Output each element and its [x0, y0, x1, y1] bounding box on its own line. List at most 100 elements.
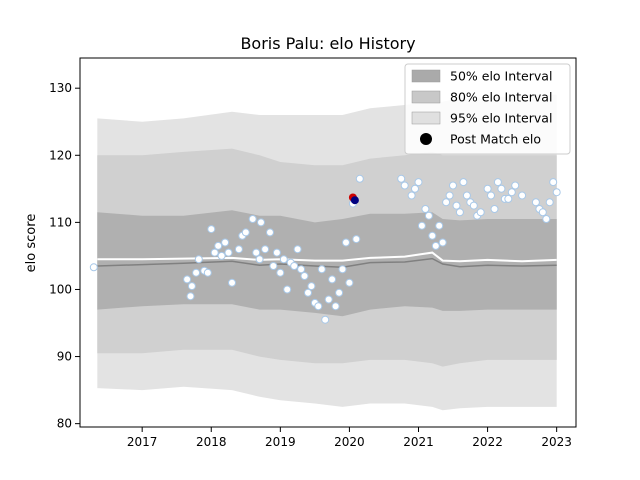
post-match-point — [324, 295, 333, 304]
post-match-point — [407, 191, 416, 200]
post-match-point — [421, 205, 430, 213]
post-match-point — [469, 201, 478, 210]
post-match-point — [345, 278, 354, 287]
post-match-point — [455, 208, 464, 217]
x-tick-label: 2023 — [541, 435, 572, 449]
upper-elo-line — [97, 251, 557, 263]
post-match-point — [490, 205, 499, 213]
post-match-point — [428, 231, 437, 240]
x-axis-ticks: 2017 2018 2019 2020 2021 2022 2023 — [127, 427, 572, 449]
y-tick-label: 80 — [57, 417, 72, 431]
plot-frame — [79, 57, 577, 428]
post-match-point — [234, 245, 243, 254]
legend-label: 95% elo Interval — [450, 111, 552, 126]
post-match-point — [203, 268, 212, 277]
y-tick-label: 130 — [49, 81, 72, 95]
post-match-point — [252, 248, 261, 257]
post-match-point — [321, 315, 330, 324]
y-axis-ticks: 80 90 100 110 120 130 — [49, 81, 80, 431]
post-match-point — [545, 198, 554, 207]
post-match-point — [538, 208, 547, 217]
post-match-point — [497, 184, 506, 193]
x-tick-label: 2019 — [265, 435, 296, 449]
post-match-point — [452, 201, 461, 210]
post-match-point — [255, 255, 264, 264]
post-match-point — [342, 238, 350, 247]
legend-label: 80% elo Interval — [450, 90, 552, 105]
y-tick-label: 120 — [49, 148, 72, 162]
post-match-point — [186, 292, 195, 301]
legend-swatch — [411, 111, 441, 125]
post-match-point — [397, 174, 406, 183]
post-match-point — [442, 198, 451, 207]
post-match-point — [335, 288, 344, 297]
post-match-point — [493, 178, 502, 187]
legend-swatch — [411, 69, 441, 83]
post-match-point — [187, 282, 196, 291]
post-match-point — [283, 285, 292, 294]
legend-swatch — [411, 90, 441, 104]
post-match-point — [355, 174, 364, 183]
x-tick-label: 2021 — [403, 435, 434, 449]
post-match-point — [462, 191, 471, 200]
post-match-point — [331, 302, 340, 311]
post-match-point — [338, 265, 347, 274]
post-match-point — [328, 275, 337, 284]
post-match-point — [400, 181, 409, 190]
legend-marker — [420, 133, 432, 145]
x-tick-label: 2020 — [334, 435, 365, 449]
post-match-point — [257, 218, 265, 227]
band-50 — [97, 210, 557, 317]
legend-label: 50% elo Interval — [450, 69, 552, 84]
chart-title: Boris Palu: elo History — [240, 34, 415, 53]
post-match-point — [438, 238, 447, 247]
post-match-point — [241, 228, 250, 237]
post-match-point — [214, 241, 223, 250]
y-tick-label: 110 — [49, 215, 72, 229]
x-tick-label: 2018 — [196, 435, 227, 449]
post-match-point — [269, 262, 278, 270]
post-match-point — [314, 302, 323, 311]
post-match-point — [221, 238, 230, 247]
post-match-point — [504, 194, 513, 203]
post-match-point — [459, 178, 468, 187]
post-match-point — [261, 245, 270, 254]
post-match-point — [307, 282, 316, 291]
y-tick-label: 90 — [57, 350, 72, 364]
post-match-point — [279, 255, 288, 264]
y-tick-label: 100 — [49, 282, 72, 296]
post-match-point — [248, 215, 257, 223]
interval-bands — [97, 94, 557, 411]
post-match-point — [507, 188, 516, 197]
post-match-point — [297, 265, 306, 274]
post-match-point — [217, 251, 226, 260]
post-match-point — [272, 248, 281, 257]
post-match-point — [300, 272, 309, 280]
post-match-point — [194, 255, 203, 264]
post-match-point — [414, 178, 423, 187]
post-match-point — [476, 208, 485, 217]
post-match-point — [293, 245, 302, 254]
post-match-point — [304, 288, 312, 297]
post-match-point — [210, 248, 219, 257]
post-match-point — [228, 278, 236, 287]
post-match-point — [483, 184, 492, 193]
post-match-point — [552, 188, 561, 197]
highlight-point — [350, 196, 359, 205]
post-match-point — [424, 211, 433, 220]
post-match-point — [352, 235, 361, 244]
post-match-point — [224, 248, 233, 257]
legend: 50% elo Interval 80% elo Interval 95% elo … — [404, 63, 571, 155]
post-match-point — [276, 268, 285, 277]
post-match-point — [445, 191, 454, 200]
post-match-point — [411, 184, 419, 193]
legend-box — [404, 63, 571, 155]
legend-label: Post Match elo — [450, 132, 541, 147]
post-match-point — [89, 263, 98, 272]
post-match-point — [417, 221, 426, 230]
post-match-point — [542, 215, 551, 223]
post-match-points — [89, 174, 561, 324]
y-axis-label: elo score — [24, 214, 39, 273]
post-match-point — [487, 191, 495, 200]
